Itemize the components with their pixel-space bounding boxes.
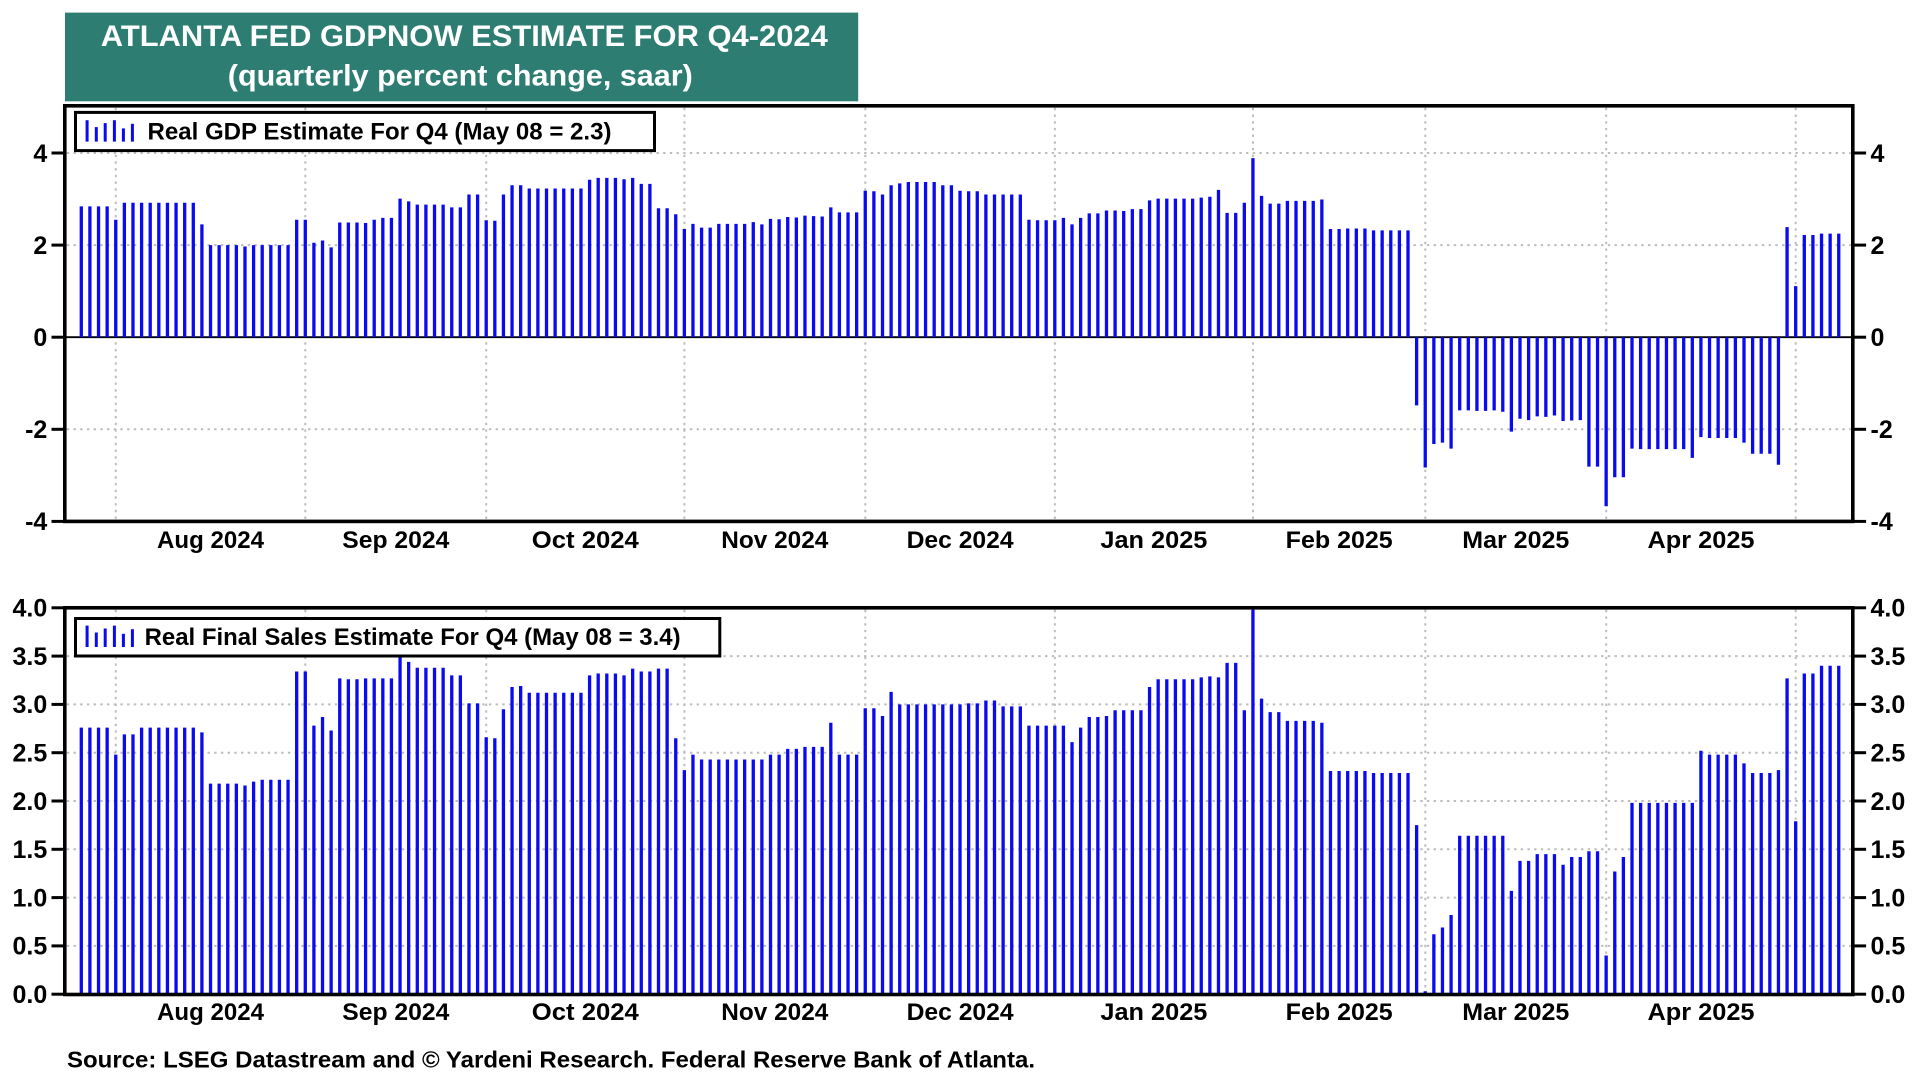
svg-text:3.5: 3.5	[13, 643, 48, 671]
svg-text:Sep 2024: Sep 2024	[342, 527, 450, 554]
svg-text:Real GDP Estimate For Q4 (May: Real GDP Estimate For Q4 (May 08 = 2.3)	[148, 119, 612, 146]
svg-text:-2: -2	[1871, 416, 1893, 444]
svg-text:2.0: 2.0	[1871, 788, 1906, 816]
svg-text:(quarterly percent change, saa: (quarterly percent change, saar)	[228, 60, 693, 93]
svg-text:0.5: 0.5	[1871, 933, 1906, 961]
svg-text:0.0: 0.0	[1871, 981, 1906, 1009]
svg-text:4: 4	[33, 140, 47, 168]
svg-text:Mar 2025: Mar 2025	[1462, 527, 1569, 554]
svg-text:2: 2	[33, 232, 47, 260]
svg-text:3.0: 3.0	[1871, 691, 1906, 719]
svg-text:Oct 2024: Oct 2024	[532, 527, 640, 554]
svg-text:Apr 2025: Apr 2025	[1648, 527, 1755, 554]
svg-text:-4: -4	[25, 508, 47, 536]
svg-text:Source: LSEG Datastream and ©: Source: LSEG Datastream and © Yardeni Re…	[67, 1047, 1035, 1073]
svg-text:1.5: 1.5	[13, 836, 48, 864]
svg-text:0: 0	[33, 324, 47, 352]
svg-text:4: 4	[1871, 140, 1885, 168]
svg-text:2.5: 2.5	[1871, 740, 1906, 768]
svg-text:Oct 2024: Oct 2024	[532, 999, 640, 1026]
svg-text:3.0: 3.0	[13, 691, 48, 719]
svg-text:0: 0	[1871, 324, 1885, 352]
svg-text:Jan 2025: Jan 2025	[1100, 999, 1207, 1026]
svg-text:-4: -4	[1871, 508, 1893, 536]
svg-text:1.0: 1.0	[13, 884, 48, 912]
svg-text:Sep 2024: Sep 2024	[342, 999, 450, 1026]
svg-text:Mar 2025: Mar 2025	[1462, 999, 1569, 1026]
svg-text:Dec 2024: Dec 2024	[907, 527, 1015, 554]
svg-text:1.5: 1.5	[1871, 836, 1906, 864]
svg-text:-2: -2	[25, 416, 47, 444]
svg-text:Aug 2024: Aug 2024	[157, 527, 265, 554]
svg-text:Jan 2025: Jan 2025	[1100, 527, 1207, 554]
svg-text:Apr 2025: Apr 2025	[1648, 999, 1755, 1026]
svg-text:0.0: 0.0	[13, 981, 48, 1009]
svg-text:3.5: 3.5	[1871, 643, 1906, 671]
svg-text:1.0: 1.0	[1871, 884, 1906, 912]
svg-text:ATLANTA FED GDPNOW ESTIMATE FO: ATLANTA FED GDPNOW ESTIMATE FOR Q4-2024	[101, 20, 828, 53]
svg-text:Real Final Sales Estimate For: Real Final Sales Estimate For Q4 (May 08…	[145, 624, 681, 651]
svg-text:2: 2	[1871, 232, 1885, 260]
svg-text:2.5: 2.5	[13, 740, 48, 768]
svg-text:Aug 2024: Aug 2024	[157, 999, 265, 1026]
svg-text:Feb 2025: Feb 2025	[1286, 527, 1393, 554]
svg-text:2.0: 2.0	[13, 788, 48, 816]
svg-text:4.0: 4.0	[1871, 595, 1906, 623]
svg-text:Dec 2024: Dec 2024	[907, 999, 1015, 1026]
svg-text:4.0: 4.0	[13, 595, 48, 623]
svg-text:Nov 2024: Nov 2024	[721, 999, 829, 1026]
svg-text:Nov 2024: Nov 2024	[721, 527, 829, 554]
svg-text:0.5: 0.5	[13, 933, 48, 961]
svg-text:Feb 2025: Feb 2025	[1286, 999, 1393, 1026]
